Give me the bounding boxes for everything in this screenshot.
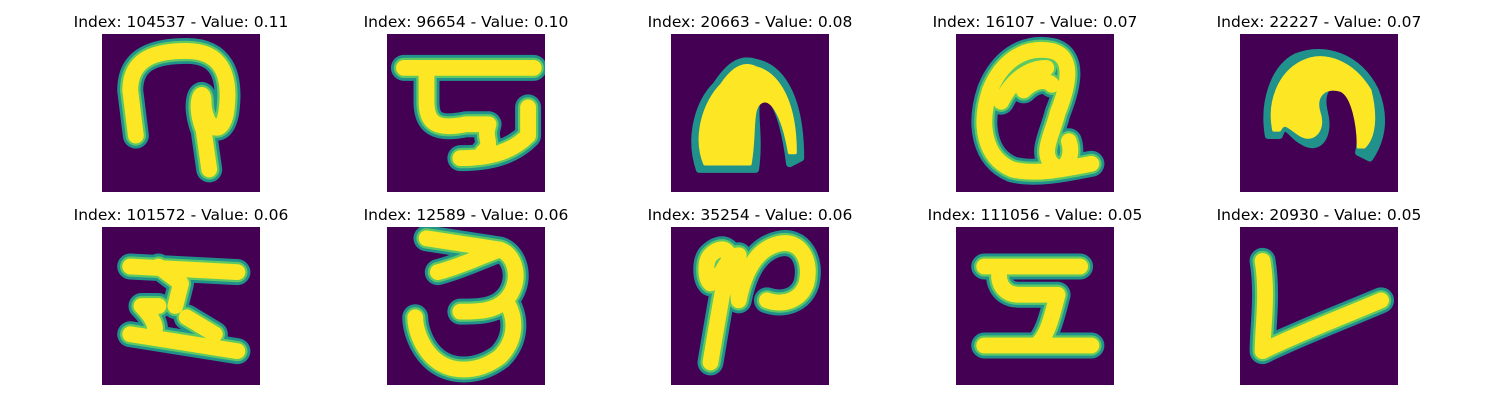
panel-title: Index: 20930 - Value: 0.05: [1216, 206, 1422, 224]
handwritten-glyph-image: [671, 227, 829, 385]
panel-title: Index: 12589 - Value: 0.06: [363, 206, 569, 224]
panel-title: Index: 35254 - Value: 0.06: [647, 206, 853, 224]
handwritten-glyph-image: [671, 34, 829, 192]
panel-title: Index: 101572 - Value: 0.06: [73, 206, 289, 224]
panel-title: Index: 16107 - Value: 0.07: [932, 13, 1138, 31]
panel-title: Index: 104537 - Value: 0.11: [73, 13, 289, 31]
handwritten-glyph-image: [102, 227, 260, 385]
panel-title: Index: 96654 - Value: 0.10: [363, 13, 569, 31]
panel-title: Index: 22227 - Value: 0.07: [1216, 13, 1422, 31]
handwritten-glyph-image: [956, 227, 1114, 385]
handwritten-glyph-image: [1240, 227, 1398, 385]
panel-title: Index: 20663 - Value: 0.08: [647, 13, 853, 31]
handwritten-glyph-image: [387, 227, 545, 385]
handwritten-glyph-image: [1240, 34, 1398, 192]
panel-title: Index: 111056 - Value: 0.05: [927, 206, 1143, 224]
handwritten-glyph-image: [387, 34, 545, 192]
handwritten-glyph-image: [102, 34, 260, 192]
handwritten-glyph-image: [956, 34, 1114, 192]
